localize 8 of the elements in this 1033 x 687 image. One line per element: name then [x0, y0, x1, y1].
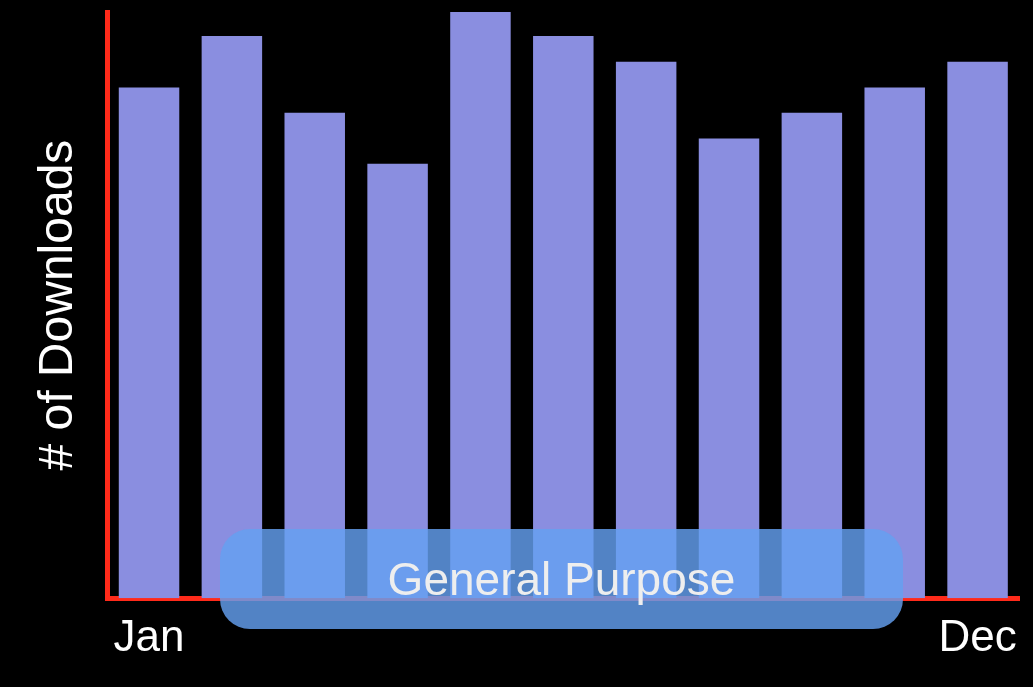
y-axis-title: # of Downloads — [29, 139, 83, 471]
x-tick-label: Dec — [938, 610, 1017, 660]
label-box: General Purpose — [220, 529, 903, 629]
bar — [864, 87, 925, 599]
x-tick-label: Jan — [113, 610, 185, 660]
bar — [201, 36, 263, 599]
bar — [947, 61, 1008, 599]
bar — [118, 87, 180, 599]
